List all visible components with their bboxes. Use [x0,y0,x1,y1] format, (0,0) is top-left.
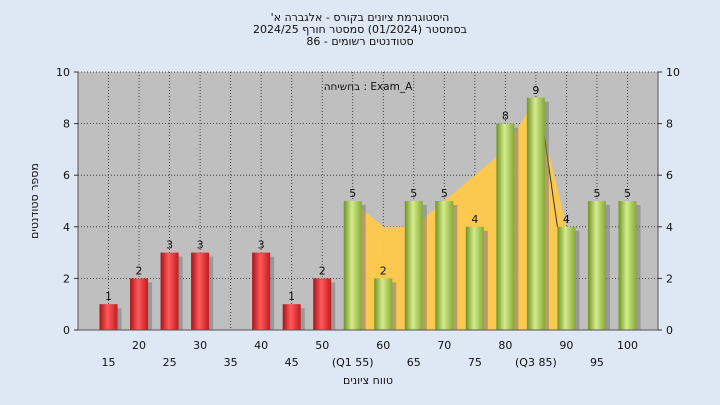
bar-value-label: 1 [105,290,112,303]
x-tick-label: (Q1 55) [332,356,374,369]
chart-annotation: בחשיחה : Exam_A [324,81,413,93]
bar-value-label: 3 [166,239,173,252]
bar-value-label: 2 [319,264,326,277]
bar-30 [191,252,210,330]
y-tick-label-left: 0 [63,324,70,337]
y-tick-label-left: 6 [63,169,70,182]
bar-value-label: 1 [288,290,295,303]
bar-75 [465,226,484,330]
bar-60 [374,278,393,330]
bar-20 [130,278,149,330]
bar-value-label: 2 [136,264,143,277]
x-tick-label: 100 [617,339,638,352]
x-tick-label: 90 [559,339,573,352]
y-tick-label-right: 10 [666,66,680,79]
x-tick-label: 50 [315,339,329,352]
x-tick-label: 35 [224,356,238,369]
x-tick-label: 15 [102,356,116,369]
x-tick-label: 80 [498,339,512,352]
bar-value-label: 9 [532,84,539,97]
bar-value-label: 4 [563,213,570,226]
x-tick-label: 40 [254,339,268,352]
y-tick-label-left: 8 [63,118,70,131]
x-tick-label: 30 [193,339,207,352]
bar-25 [160,252,179,330]
bar-value-label: 5 [349,187,356,200]
bar-value-label: 5 [410,187,417,200]
bar-15 [99,304,118,330]
bar-value-label: 5 [593,187,600,200]
x-tick-label: 75 [468,356,482,369]
bar-40 [252,252,271,330]
bar-value-label: 2 [380,264,387,277]
y-tick-label-right: 6 [666,169,673,182]
bar-70 [435,201,454,330]
bar-85 [526,97,545,330]
y-axis-label: מספר סטודנטים [28,163,41,239]
x-tick-label: 65 [407,356,421,369]
y-tick-label-left: 10 [56,66,70,79]
chart-title-line: בסמסטר (01/2024) סמסטר חורף 2024/25 [253,23,467,36]
bar-value-label: 8 [502,110,509,123]
x-tick-label: 60 [376,339,390,352]
bar-55 [343,201,362,330]
x-tick-label: 20 [132,339,146,352]
bar-value-label: 3 [197,239,204,252]
bar-100 [618,201,637,330]
x-axis-label: טווח ציונים [343,374,393,387]
x-tick-label: 25 [163,356,177,369]
y-tick-label-left: 2 [63,272,70,285]
y-tick-label-right: 8 [666,118,673,131]
bar-65 [404,201,423,330]
y-tick-label-right: 0 [666,324,673,337]
chart-title-line: סטודנטים רשומים - 86 [306,35,413,48]
y-tick-label-right: 4 [666,221,673,234]
bar-50 [313,278,332,330]
bar-value-label: 3 [258,239,265,252]
x-tick-label: 95 [590,356,604,369]
y-tick-label-left: 4 [63,221,70,234]
x-tick-label: (Q3 85) [515,356,557,369]
x-tick-label: 70 [437,339,451,352]
chart-title-line: היסטוגרמת ציונים בקורס - אלגברה א' [271,11,450,24]
bar-80 [496,123,515,330]
bar-90 [557,226,576,330]
bar-95 [587,201,606,330]
bar-45 [282,304,301,330]
bar-value-label: 4 [471,213,478,226]
bar-value-label: 5 [441,187,448,200]
bar-value-label: 5 [624,187,631,200]
x-tick-label: 45 [285,356,299,369]
y-tick-label-right: 2 [666,272,673,285]
